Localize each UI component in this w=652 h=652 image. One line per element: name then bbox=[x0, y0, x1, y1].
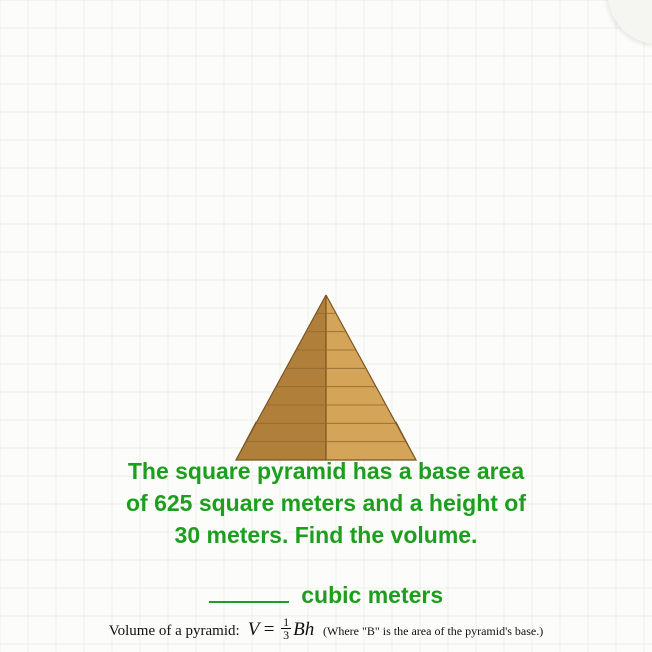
answer-unit: cubic meters bbox=[301, 582, 443, 608]
question-line-3: 30 meters. Find the volume. bbox=[40, 519, 612, 551]
pyramid-right-face bbox=[326, 295, 416, 460]
formula-label: Volume of a pyramid: bbox=[109, 623, 240, 639]
formula-frac-den: 3 bbox=[281, 629, 291, 641]
answer-blank[interactable] bbox=[209, 580, 289, 603]
formula-line: Volume of a pyramid: V = 1 3 Bh (Where "… bbox=[0, 618, 652, 643]
formula-Bh: Bh bbox=[293, 619, 314, 640]
formula-equals: = bbox=[264, 619, 275, 640]
question-line-1: The square pyramid has a base area bbox=[40, 455, 612, 487]
question-line-2: of 625 square meters and a height of bbox=[40, 487, 612, 519]
question-text: The square pyramid has a base area of 62… bbox=[0, 455, 652, 552]
formula-expression: V = 1 3 Bh bbox=[248, 619, 319, 640]
formula-V: V bbox=[248, 619, 259, 640]
formula-note: (Where "B" is the area of the pyramid's … bbox=[323, 624, 543, 638]
answer-line: cubic meters bbox=[0, 580, 652, 609]
content-layer: The square pyramid has a base area of 62… bbox=[0, 0, 652, 652]
formula-fraction: 1 3 bbox=[281, 616, 291, 641]
pyramid-left-face bbox=[236, 295, 326, 460]
